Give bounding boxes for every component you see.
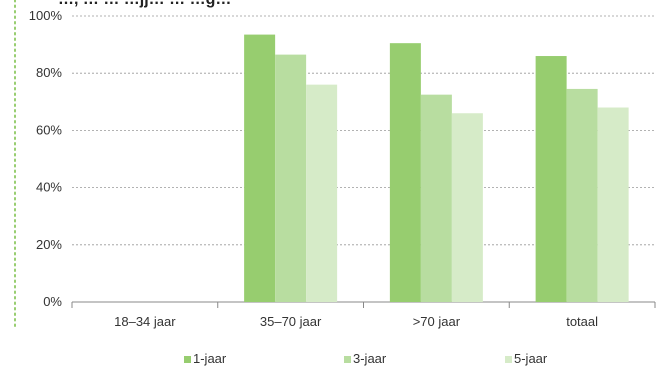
chart-title-fragment: …, … … …jj… … …g… — [58, 0, 231, 9]
legend-label: 5-jaar — [514, 351, 548, 366]
legend-swatch — [505, 356, 512, 363]
x-tick-label: 35–70 jaar — [260, 314, 322, 329]
x-tick-label: >70 jaar — [413, 314, 461, 329]
legend-label: 1-jaar — [193, 351, 227, 366]
bar-1-jaar — [535, 56, 567, 302]
legend-label: 3-jaar — [353, 351, 387, 366]
y-tick-label: 40% — [36, 180, 62, 195]
legend-swatch — [344, 356, 351, 363]
x-tick-label: totaal — [566, 314, 598, 329]
x-tick-label: 18–34 jaar — [114, 314, 176, 329]
y-tick-label: 60% — [36, 122, 62, 137]
bar-3-jaar — [275, 54, 307, 302]
y-tick-label: 0% — [43, 294, 62, 309]
bar-3-jaar — [420, 94, 452, 303]
bar-3-jaar — [566, 88, 598, 303]
y-tick-label: 80% — [36, 65, 62, 80]
bar-1-jaar — [389, 43, 421, 303]
bar-5-jaar — [597, 107, 629, 303]
y-tick-label: 100% — [29, 8, 63, 23]
legend-swatch — [184, 356, 191, 363]
y-tick-label: 20% — [36, 237, 62, 252]
bar-5-jaar — [306, 84, 338, 302]
bar-5-jaar — [451, 113, 483, 303]
bar-1-jaar — [244, 34, 276, 303]
